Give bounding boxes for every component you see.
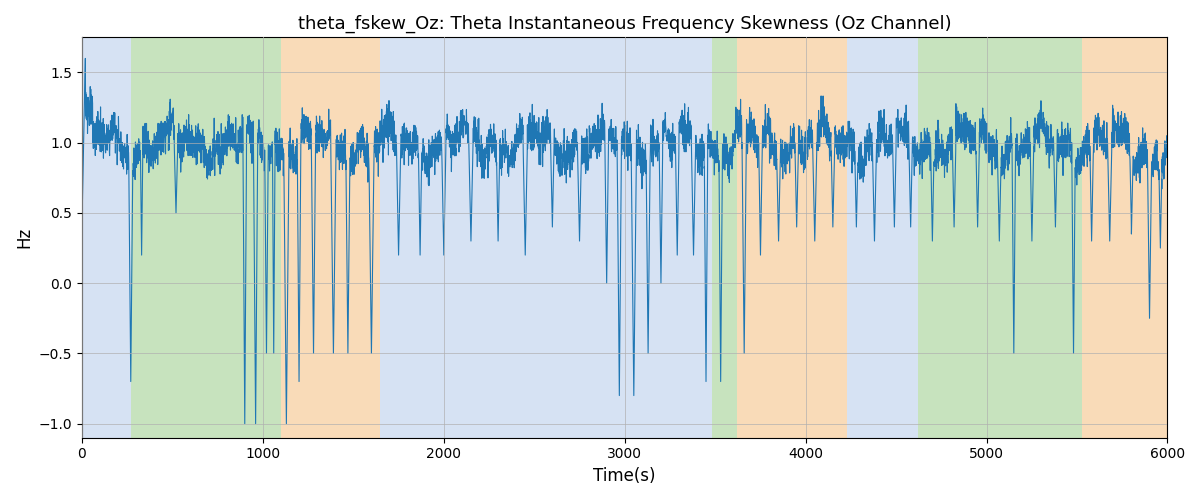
Bar (737, 38, 847, 438)
Bar (131, 38, 281, 438)
Title: theta_fskew_Oz: Theta Instantaneous Frequency Skewness (Oz Channel): theta_fskew_Oz: Theta Instantaneous Freq… (298, 15, 952, 34)
Bar (1082, 38, 1168, 438)
Bar (847, 38, 918, 438)
X-axis label: Time(s): Time(s) (594, 467, 656, 485)
Bar (380, 38, 712, 438)
Y-axis label: Hz: Hz (14, 227, 32, 248)
Bar (82, 38, 131, 438)
Bar (281, 38, 380, 438)
Bar (712, 38, 737, 438)
Bar (918, 38, 1082, 438)
